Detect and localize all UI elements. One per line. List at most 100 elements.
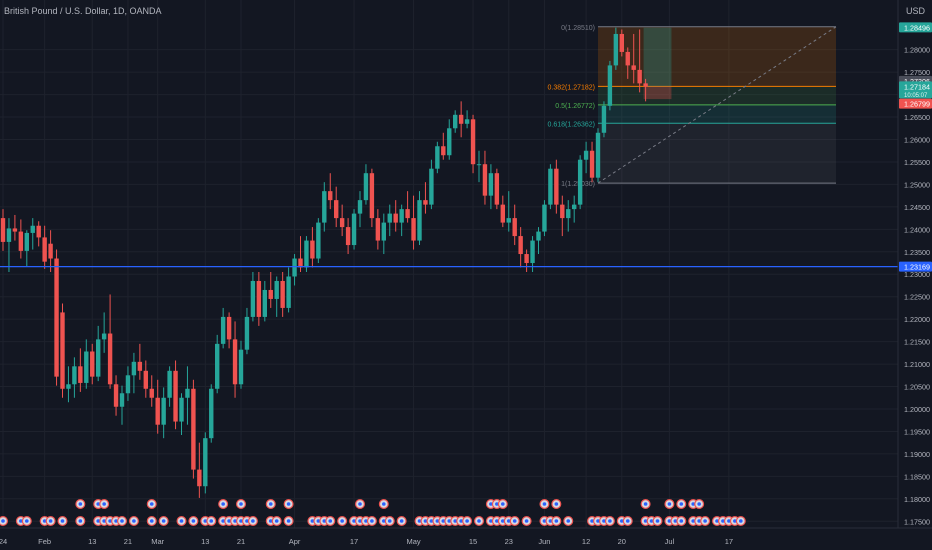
price-label-countdown: 10:05:07 bbox=[904, 93, 928, 99]
price-label-text: 1.23169 bbox=[904, 263, 930, 272]
candle-up bbox=[357, 200, 363, 214]
position-loss-zone bbox=[643, 86, 672, 100]
flag-icon-center bbox=[590, 519, 594, 523]
candle-up bbox=[595, 132, 601, 178]
candle-up bbox=[613, 33, 619, 66]
time-axis[interactable]: 24 Feb 13 21 Mar 13 21 Apr 17 May 15 23 Jun 12 20 Jul 17 bbox=[0, 527, 932, 550]
candle-down bbox=[470, 119, 476, 165]
candle-down bbox=[369, 173, 375, 219]
candle-up bbox=[131, 361, 137, 376]
flag-icon-center bbox=[316, 519, 321, 523]
flag-icon-center bbox=[697, 502, 701, 506]
flag-icon-center bbox=[667, 502, 672, 506]
position-box[interactable] bbox=[643, 27, 672, 100]
time-tick-label: 21 bbox=[237, 537, 245, 546]
candle-down bbox=[512, 218, 517, 237]
flag-icon-center bbox=[649, 519, 654, 523]
symbol-title: British Pound / U.S. Dollar, 1D, OANDA bbox=[4, 6, 162, 16]
price-label-text: 1.27184 bbox=[904, 82, 930, 91]
candle-up bbox=[161, 397, 166, 425]
time-tick-label: 24 bbox=[0, 537, 7, 546]
candle-down bbox=[12, 228, 18, 232]
candle-down bbox=[500, 204, 505, 223]
candle-up bbox=[506, 218, 511, 223]
flag-icon-center bbox=[286, 502, 291, 506]
candle-up bbox=[548, 168, 553, 205]
fib-zone bbox=[598, 104, 836, 124]
candle-down bbox=[256, 280, 262, 317]
time-tick-label: Jun bbox=[538, 537, 550, 546]
flag-icon-center bbox=[554, 519, 559, 523]
candle-up bbox=[351, 213, 357, 246]
candle-up bbox=[262, 289, 267, 317]
candle-down bbox=[149, 388, 154, 398]
time-tick-label: 13 bbox=[201, 537, 209, 546]
flag-icon-center bbox=[501, 502, 505, 506]
price-label-tag bbox=[899, 22, 932, 33]
time-tick-label: 17 bbox=[350, 537, 358, 546]
candle-down bbox=[625, 51, 630, 66]
flag-icon-center bbox=[643, 519, 648, 523]
flag-icon-center bbox=[358, 519, 362, 523]
flag-icon-center bbox=[512, 519, 517, 523]
flag-icon-center bbox=[667, 519, 672, 523]
candle-down bbox=[42, 237, 47, 262]
candle-up bbox=[119, 393, 125, 407]
price-tick-label: 1.18500 bbox=[904, 472, 930, 481]
time-axis-background bbox=[0, 528, 932, 550]
flag-icon-center bbox=[429, 519, 434, 523]
fib-level-label: 0.618(1.26362) bbox=[548, 121, 595, 128]
candle-down bbox=[18, 231, 24, 251]
candle-down bbox=[268, 289, 273, 299]
fibonacci-retracement[interactable]: 0(1.28510) 0.382(1.27182) 0.5(1.26772) 0.61… bbox=[548, 25, 837, 188]
flag-icon-center bbox=[102, 502, 106, 506]
price-tick-label: 1.21500 bbox=[904, 338, 930, 347]
price-tick-label: 1.19500 bbox=[904, 427, 930, 436]
flag-icon-center bbox=[370, 519, 374, 523]
flag-icon-center bbox=[501, 519, 505, 523]
flag-icon-center bbox=[239, 519, 243, 523]
candle-down bbox=[405, 209, 410, 219]
flag-icon-center bbox=[179, 519, 184, 523]
flag-icon-center bbox=[477, 519, 481, 523]
candle-down bbox=[643, 83, 648, 87]
flag-icon-center bbox=[489, 502, 493, 506]
price-tick-label: 1.28000 bbox=[904, 46, 930, 55]
candle-up bbox=[167, 370, 172, 398]
flag-icon-center bbox=[417, 519, 422, 523]
candle-up bbox=[215, 343, 220, 389]
price-label-tag bbox=[899, 81, 932, 99]
candle-down bbox=[48, 243, 53, 259]
price-tick-label: 1.22500 bbox=[904, 293, 930, 302]
price-tick-label: 1.17500 bbox=[904, 517, 930, 526]
price-tick-label: 1.23000 bbox=[904, 270, 930, 279]
flag-icon-center bbox=[542, 519, 547, 523]
candle-down bbox=[36, 225, 41, 238]
flag-icon-center bbox=[721, 519, 725, 523]
flag-icon-center bbox=[209, 519, 214, 523]
candle-up bbox=[96, 339, 101, 377]
flag-icon-center bbox=[691, 519, 695, 523]
flag-icon-center bbox=[286, 519, 291, 523]
candle-up bbox=[238, 349, 244, 385]
flag-icon-center bbox=[227, 519, 231, 523]
currency-label: USD bbox=[906, 6, 926, 16]
candle-down bbox=[423, 200, 428, 205]
flag-icon-center bbox=[96, 502, 100, 506]
flag-icon-center bbox=[459, 519, 463, 523]
flag-icon-center bbox=[25, 519, 29, 523]
flag-icon-center bbox=[673, 519, 678, 523]
candle-up bbox=[435, 146, 440, 169]
flag-icon-center bbox=[542, 502, 547, 506]
flag-icon-center bbox=[78, 519, 83, 523]
candle-up bbox=[488, 173, 494, 196]
price-tick-label: 1.25000 bbox=[904, 180, 930, 189]
flag-icon-center bbox=[620, 519, 624, 523]
flag-icon-center bbox=[495, 519, 499, 523]
flag-icon-center bbox=[506, 519, 511, 523]
candle-up bbox=[101, 333, 107, 340]
flag-icon-center bbox=[42, 519, 47, 523]
flag-icon-center bbox=[691, 502, 695, 506]
event-markers[interactable] bbox=[0, 499, 746, 526]
